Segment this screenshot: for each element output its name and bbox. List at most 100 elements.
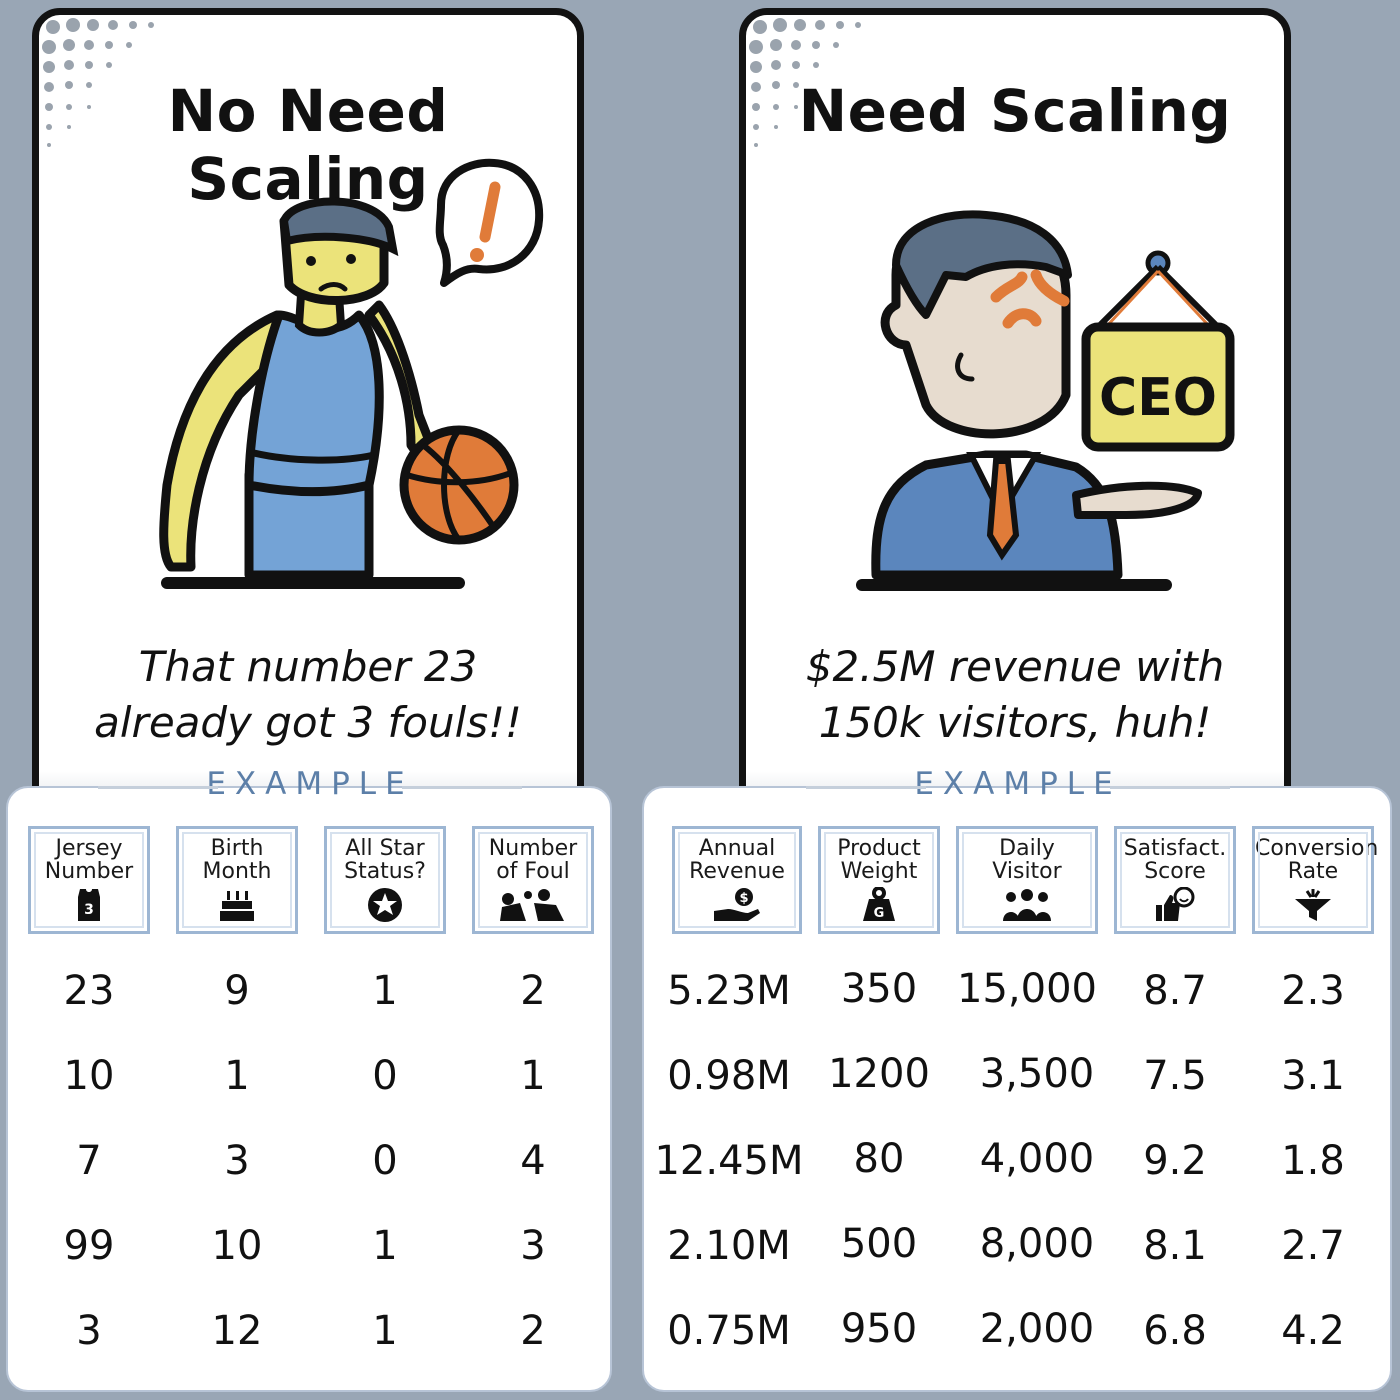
table-cell: 1 — [372, 968, 398, 1014]
table-cell: 6.8 — [1143, 1308, 1207, 1354]
table-cell: 2,000 — [979, 1306, 1095, 1352]
table-cell: 1.8 — [1281, 1138, 1345, 1184]
svg-text:$: $ — [739, 891, 748, 906]
column-header-conversion-rate: Conversion Rate — [1252, 826, 1379, 934]
column-header-line-2: Score — [1144, 859, 1206, 884]
table-cell: 0 — [372, 1053, 398, 1099]
table-cell: 2.7 — [1281, 1223, 1345, 1269]
table-cell: 12 — [211, 1308, 263, 1354]
table-cell: 10 — [211, 1223, 263, 1269]
thumbs-up-icon — [1156, 887, 1195, 921]
column-header-line-1: Daily — [999, 836, 1055, 861]
caption-line-2: 150k visitors, huh! — [818, 698, 1212, 747]
funnel-icon — [1295, 889, 1331, 921]
table-cell: 3,500 — [979, 1051, 1095, 1097]
table-cell: 3 — [520, 1223, 546, 1269]
column-header-line-1: Jersey — [55, 836, 123, 861]
table-cell: 8.7 — [1143, 968, 1207, 1014]
caption-line-1: $2.5M revenue with — [805, 642, 1225, 691]
table-cell: 950 — [840, 1306, 918, 1352]
table-cell: 12.45M — [654, 1138, 804, 1184]
table-cell: 1 — [224, 1053, 250, 1099]
column-header-line-1: Annual — [698, 836, 776, 861]
column-header-product-weight: Product Weight G — [818, 826, 940, 934]
table-cell: 9.2 — [1143, 1138, 1207, 1184]
column-header-line-1: Conversion — [1255, 836, 1379, 861]
example-label: EXAMPLE — [748, 766, 1288, 802]
column-header-jersey-number: Jersey Number 3 — [28, 826, 150, 934]
example-table-right: Annual Revenue $ Product Weight G Daily … — [642, 786, 1392, 1392]
dot-pattern-decoration — [42, 18, 154, 147]
table-cell: 80 — [853, 1136, 905, 1182]
column-header-line-1: Satisfact. — [1123, 836, 1227, 861]
ceo-businessman-illustration: CEO — [856, 210, 1235, 591]
table-cell: 4,000 — [979, 1136, 1095, 1182]
table-cell: 5.23M — [667, 968, 791, 1014]
column-header-line-1: Product — [837, 836, 921, 861]
column-header-satisfaction-score: Satisfact. Score — [1114, 826, 1236, 934]
example-label: EXAMPLE — [40, 766, 580, 802]
table-cell: 2 — [520, 968, 546, 1014]
column-header-line-1: Number — [488, 836, 578, 861]
column-header-all-star-status: All Star Status? — [324, 826, 446, 934]
dot-pattern-decoration — [749, 18, 861, 147]
table-cell: 350 — [840, 966, 918, 1012]
column-header-line-2: Visitor — [992, 859, 1062, 884]
birthday-cake-icon — [220, 891, 254, 921]
column-header-birth-month: Birth Month — [176, 826, 298, 934]
ceo-sign-text: CEO — [1099, 368, 1217, 428]
svg-text:3: 3 — [84, 902, 94, 918]
column-header-line-2: Status? — [344, 859, 426, 884]
card-title: Need Scaling — [798, 77, 1232, 145]
table-cell: 99 — [63, 1223, 115, 1269]
column-header-daily-visitor: Daily Visitor — [956, 826, 1098, 934]
svg-text:G: G — [874, 906, 885, 921]
table-cell: 8,000 — [979, 1221, 1095, 1267]
table-cell: 7.5 — [1143, 1053, 1207, 1099]
table-cell: 15,000 — [957, 966, 1097, 1012]
column-header-line-2: of Foul — [496, 859, 570, 884]
people-icon — [1003, 889, 1051, 921]
card-caption: $2.5M revenue with 150k visitors, huh! — [746, 639, 1284, 751]
basketball-player-illustration — [159, 158, 544, 589]
column-header-line-1: Birth — [210, 836, 264, 861]
table-cell: 7 — [76, 1138, 102, 1184]
column-header-annual-revenue: Annual Revenue $ — [672, 826, 802, 934]
table-cell: 9 — [224, 968, 250, 1014]
column-header-line-2: Number — [44, 859, 134, 884]
table-cell: 500 — [840, 1221, 918, 1267]
table-cell: 3 — [224, 1138, 250, 1184]
table-cell: 10 — [63, 1053, 115, 1099]
table-cell: 3 — [76, 1308, 102, 1354]
card-caption: That number 23 already got 3 fouls!! — [39, 639, 577, 751]
table-cell: 2 — [520, 1308, 546, 1354]
table-cell: 1200 — [828, 1051, 930, 1097]
table-cell: 0.98M — [667, 1053, 791, 1099]
foul-icon — [500, 889, 564, 921]
table-cell: 23 — [63, 968, 115, 1014]
table-cell: 0.75M — [667, 1308, 791, 1354]
table-cell: 0 — [372, 1138, 398, 1184]
column-header-line-2: Rate — [1287, 859, 1339, 884]
table-cell: 2.3 — [1281, 968, 1345, 1014]
example-table-left: Jersey Number 3 Birth Month All Star Sta… — [6, 786, 612, 1392]
money-hand-icon: $ — [714, 888, 760, 921]
jersey-icon: 3 — [78, 889, 100, 921]
column-header-line-2: Weight — [840, 859, 918, 884]
column-header-number-of-foul: Number of Foul — [472, 826, 594, 934]
column-header-line-2: Month — [202, 859, 272, 884]
table-cell: 1 — [372, 1308, 398, 1354]
card-need-scaling: Need Scaling CEO $2.5M revenue with 150k… — [739, 8, 1291, 868]
card-no-need-scaling: No Need Scaling That number 23 already g… — [32, 8, 584, 868]
caption-line-1: That number 23 — [138, 642, 478, 691]
star-icon — [368, 888, 402, 922]
weight-icon: G — [863, 887, 895, 921]
table-cell: 2.10M — [667, 1223, 791, 1269]
table-cell: 4.2 — [1281, 1308, 1345, 1354]
table-cell: 3.1 — [1281, 1053, 1345, 1099]
table-cell: 4 — [520, 1138, 546, 1184]
table-cell: 8.1 — [1143, 1223, 1207, 1269]
caption-line-2: already got 3 fouls!! — [94, 698, 522, 747]
column-header-line-1: All Star — [345, 836, 425, 861]
table-cell: 1 — [520, 1053, 546, 1099]
